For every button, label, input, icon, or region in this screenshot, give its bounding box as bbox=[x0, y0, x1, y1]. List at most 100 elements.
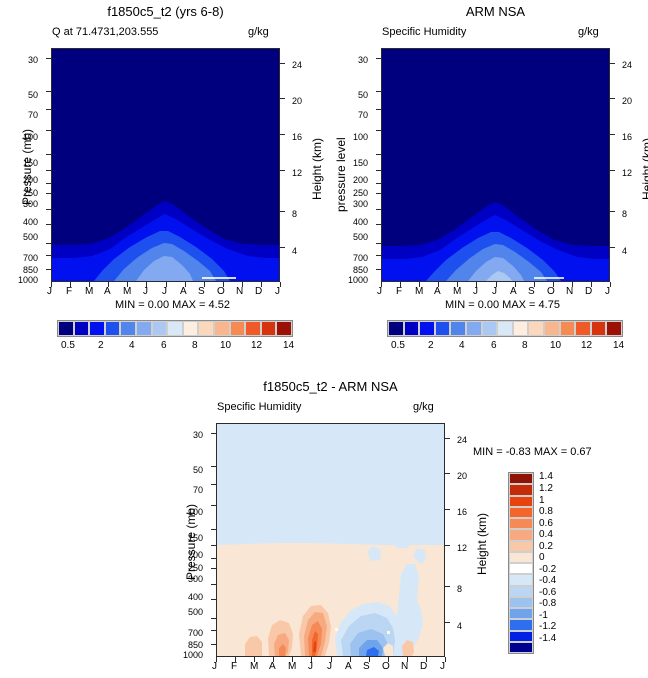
height-tick-label: 20 bbox=[622, 96, 633, 106]
colorbar-label: 0.5 bbox=[391, 340, 405, 351]
axis-tick bbox=[46, 58, 51, 60]
panel-obs-y-right-label: Height (km) bbox=[640, 137, 648, 200]
month-tick-label: M bbox=[288, 661, 297, 672]
axis-tick bbox=[203, 282, 205, 287]
axis-tick bbox=[46, 154, 51, 156]
month-tick-label: J bbox=[308, 661, 313, 672]
colorbar-swatch bbox=[260, 321, 277, 336]
month-tick-label: M bbox=[123, 286, 132, 297]
panel-diff-plot[interactable] bbox=[216, 423, 445, 657]
pressure-tick-label: 300 bbox=[353, 199, 369, 209]
colorbar-swatch bbox=[229, 321, 246, 336]
colorbar-label: 2 bbox=[98, 340, 104, 351]
axis-tick bbox=[514, 282, 516, 287]
pressure-tick-label: 250 bbox=[23, 188, 39, 198]
colorbar-label: 14 bbox=[283, 340, 295, 351]
month-tick-label: D bbox=[585, 286, 593, 297]
axis-tick bbox=[438, 282, 440, 287]
pressure-tick-label: 70 bbox=[193, 485, 204, 495]
colorbar-swatch bbox=[543, 321, 560, 336]
pressure-tick-label: 700 bbox=[188, 628, 204, 638]
axis-tick bbox=[419, 282, 421, 287]
colorbar-swatch bbox=[509, 529, 533, 541]
panel-obs-month-axis: J F M A M J J A S O N D J bbox=[377, 286, 610, 300]
pressure-tick-label: 100 bbox=[23, 132, 39, 142]
pressure-tick-label: 30 bbox=[358, 55, 369, 65]
axis-tick bbox=[590, 282, 592, 287]
axis-tick bbox=[445, 509, 450, 511]
axis-tick bbox=[376, 243, 381, 245]
pressure-tick-label: 850 bbox=[188, 640, 204, 650]
axis-tick bbox=[376, 254, 381, 256]
axis-tick bbox=[280, 246, 285, 248]
axis-tick bbox=[241, 282, 243, 287]
month-tick-label: F bbox=[396, 286, 403, 297]
axis-tick bbox=[376, 268, 381, 270]
axis-tick bbox=[211, 557, 216, 559]
colorbar-swatch bbox=[509, 563, 533, 575]
axis-tick bbox=[376, 182, 381, 184]
colorbar-swatch bbox=[403, 321, 420, 336]
colorbar-swatch bbox=[509, 630, 533, 642]
height-tick-label: 20 bbox=[457, 471, 468, 481]
month-tick-label: O bbox=[217, 286, 225, 297]
axis-tick bbox=[610, 169, 615, 171]
colorbar-swatch bbox=[509, 619, 533, 631]
colorbar-swatch bbox=[245, 321, 261, 336]
colorbar-difference-labels: 1.4 1.2 1 0.8 0.6 0.4 0.2 0 -0.2 -0.4 -0… bbox=[539, 471, 579, 654]
colorbar-swatch bbox=[167, 321, 183, 336]
panel-model-right-header: g/kg bbox=[248, 26, 269, 38]
colorbar-swatch bbox=[481, 321, 498, 336]
month-tick-label: J bbox=[440, 661, 445, 672]
axis-tick bbox=[280, 282, 281, 287]
month-tick-label: O bbox=[547, 286, 555, 297]
height-tick-label: 24 bbox=[622, 60, 633, 70]
axis-tick bbox=[46, 129, 51, 131]
axis-tick bbox=[146, 282, 148, 287]
colorbar-label: -1 bbox=[539, 610, 548, 621]
pressure-tick-label: 300 bbox=[188, 574, 204, 584]
month-tick-label: J bbox=[143, 286, 148, 297]
month-tick-label: A bbox=[434, 286, 441, 297]
height-tick-label: 8 bbox=[292, 209, 298, 219]
colorbar-label: 1.2 bbox=[539, 483, 553, 494]
axis-tick bbox=[610, 62, 615, 64]
colorbar-label: -0.8 bbox=[539, 598, 557, 609]
panel-obs-stats: MIN = 0.00 MAX = 4.75 bbox=[445, 299, 560, 311]
axis-tick bbox=[222, 282, 224, 287]
month-tick-label: J bbox=[605, 286, 610, 297]
axis-tick bbox=[292, 657, 294, 662]
axis-tick bbox=[254, 657, 256, 662]
colorbar-difference[interactable] bbox=[508, 472, 534, 654]
axis-tick bbox=[610, 282, 611, 287]
height-tick-label: 12 bbox=[292, 168, 303, 178]
colorbar-swatch bbox=[434, 321, 451, 336]
colorbar-swatch bbox=[465, 321, 482, 336]
month-tick-label: N bbox=[566, 286, 574, 297]
axis-tick bbox=[330, 657, 332, 662]
axis-tick bbox=[425, 657, 427, 662]
panel-obs-plot[interactable] bbox=[381, 48, 610, 282]
colorbar-label: -1.2 bbox=[539, 621, 557, 632]
height-tick-label: 8 bbox=[622, 209, 628, 219]
pressure-tick-label: 700 bbox=[23, 253, 39, 263]
axis-tick bbox=[211, 643, 216, 645]
axis-tick bbox=[376, 170, 381, 172]
axis-tick bbox=[46, 109, 51, 111]
axis-tick bbox=[406, 657, 408, 662]
colorbar-swatch bbox=[419, 321, 435, 336]
axis-tick bbox=[260, 282, 262, 287]
colorbar-humidity-model[interactable] bbox=[57, 320, 293, 337]
axis-tick bbox=[184, 282, 186, 287]
colorbar-swatch bbox=[512, 321, 529, 336]
month-tick-label: F bbox=[231, 661, 238, 672]
axis-tick bbox=[46, 268, 51, 270]
pressure-tick-label: 50 bbox=[358, 90, 369, 100]
colorbar-swatch bbox=[509, 641, 533, 653]
panel-model-y-right-label: Height (km) bbox=[310, 137, 324, 200]
axis-tick bbox=[368, 657, 370, 662]
colorbar-swatch bbox=[151, 321, 168, 336]
panel-model-plot[interactable] bbox=[51, 48, 280, 282]
colorbar-humidity-obs[interactable] bbox=[387, 320, 623, 337]
colorbar-label: 0.8 bbox=[539, 506, 553, 517]
